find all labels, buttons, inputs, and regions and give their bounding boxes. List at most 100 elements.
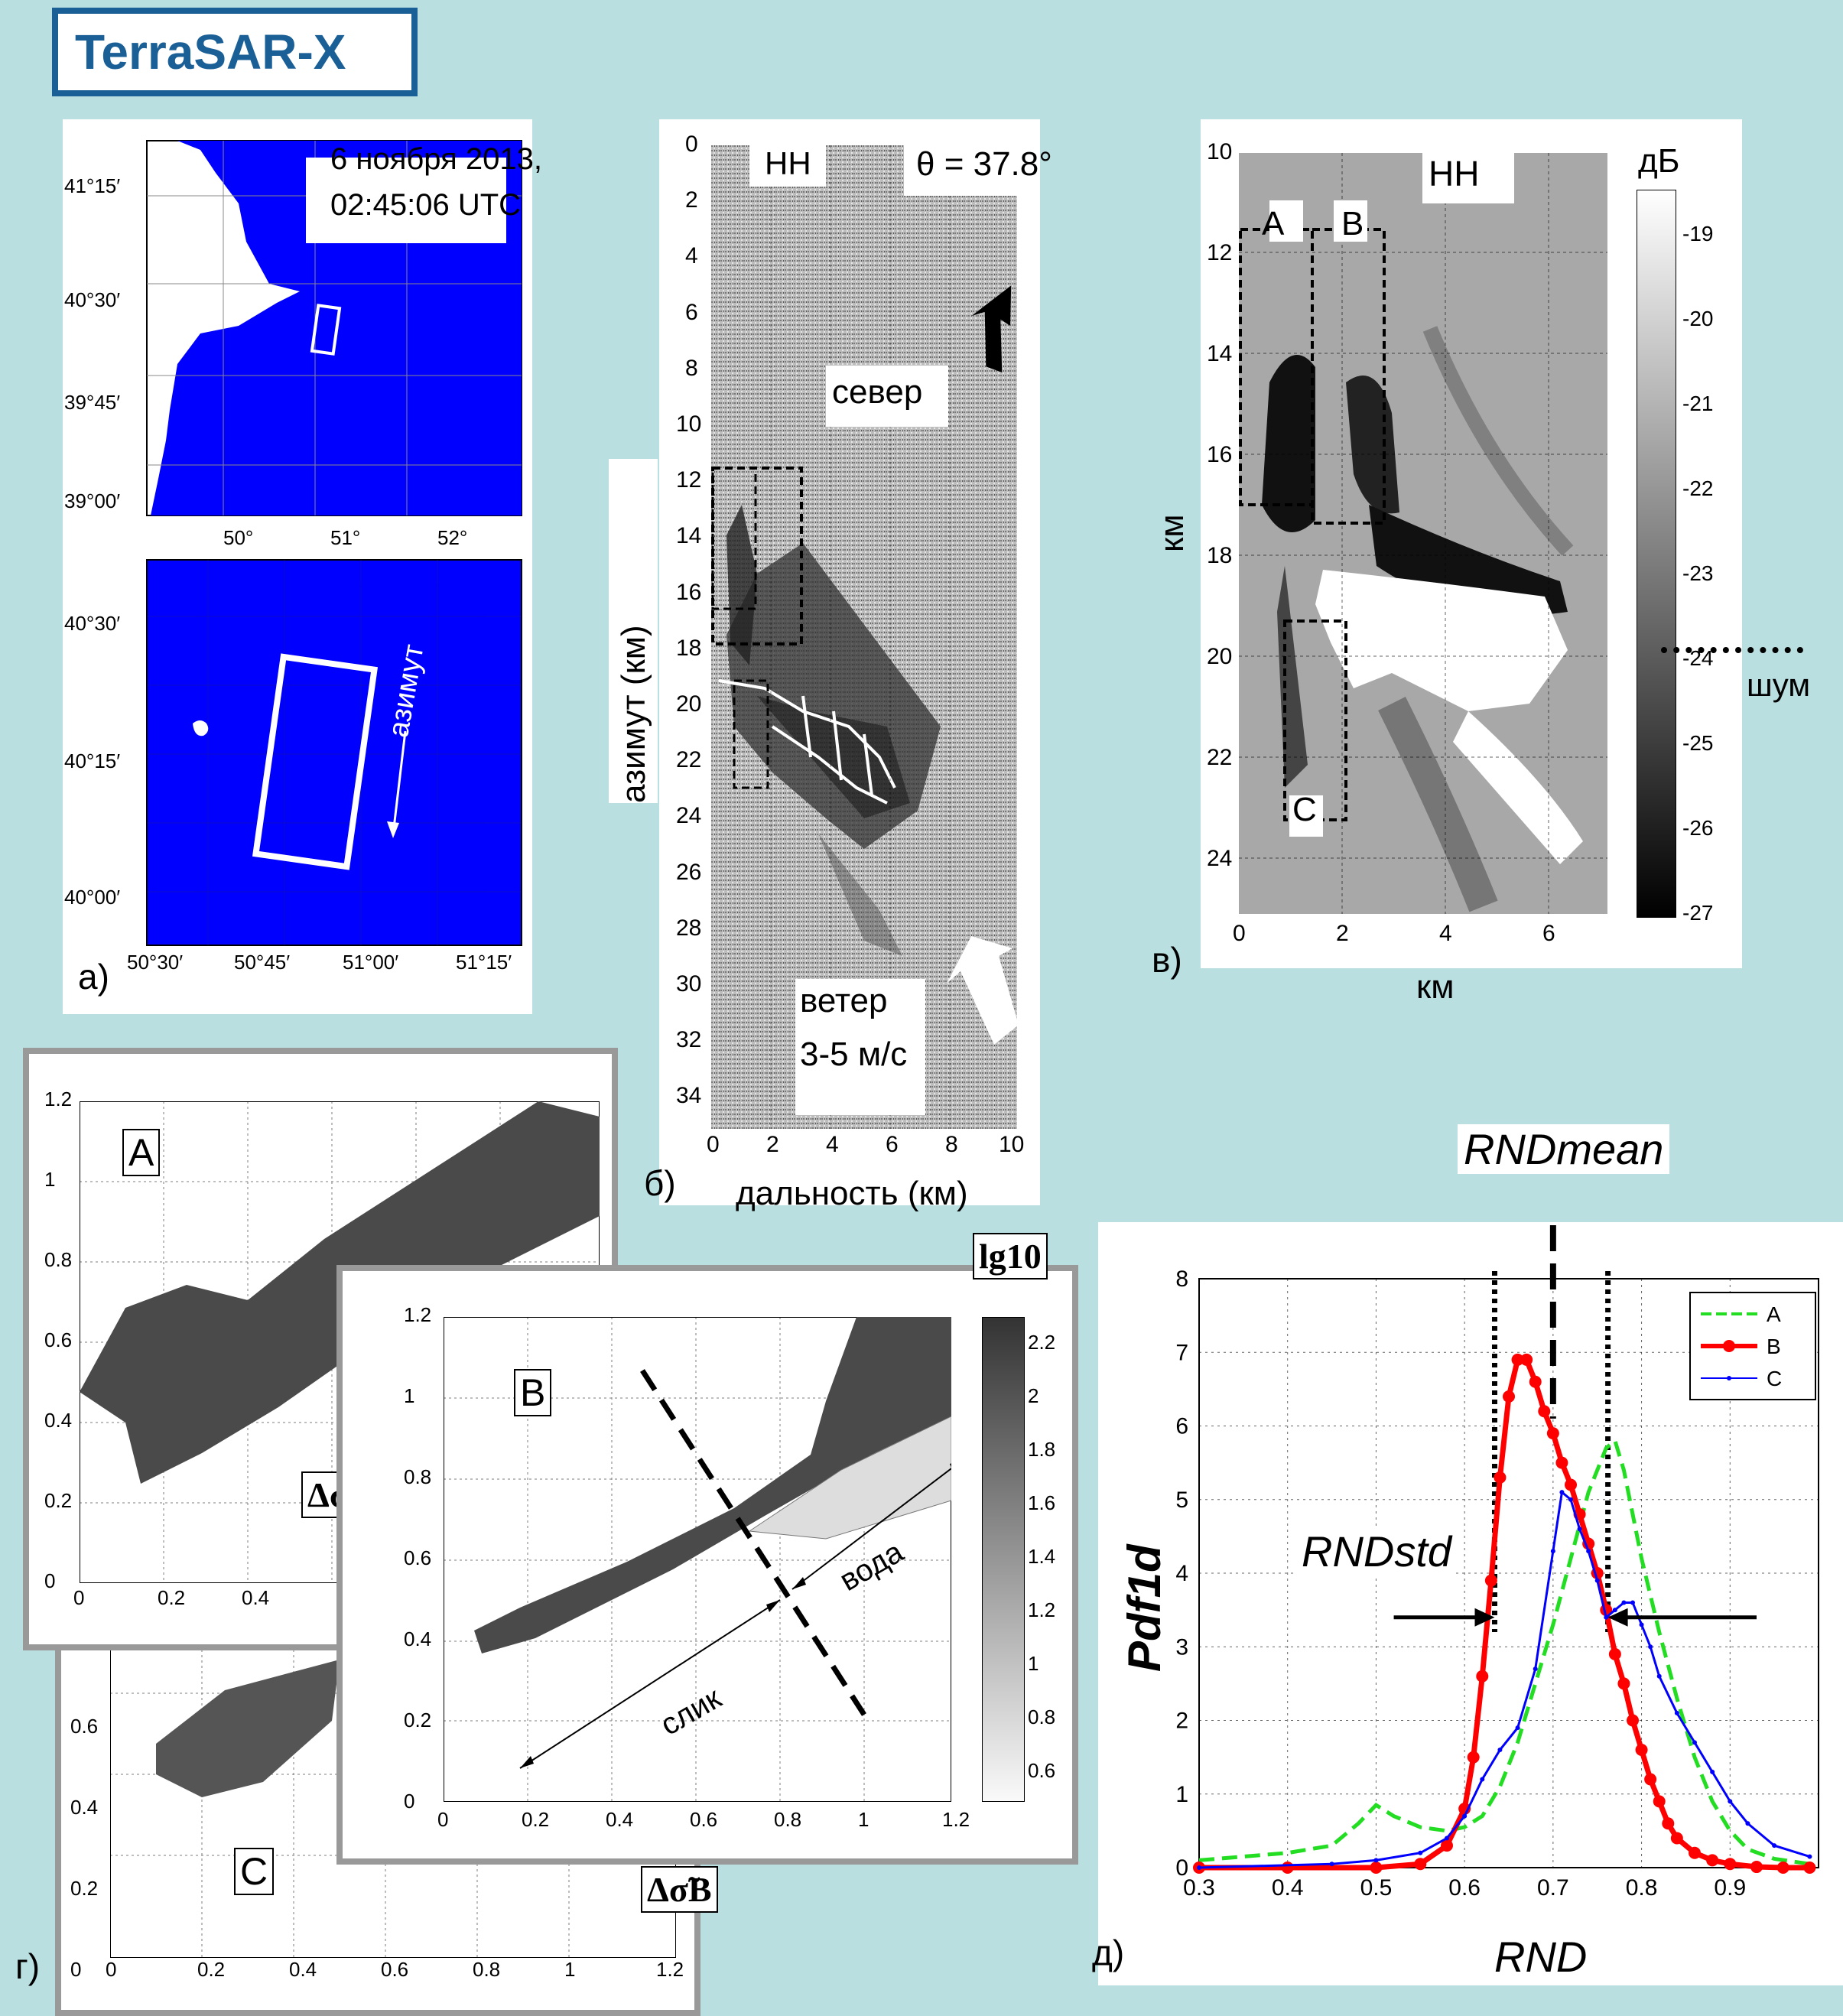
lat-tick-top-2: 39°45′: [64, 391, 121, 414]
point-B: [1555, 1456, 1568, 1469]
panel-g-label: г): [15, 1946, 41, 1986]
pdf-ylabel: Pdf1d: [1119, 1544, 1170, 1672]
tick-label: 0.2: [197, 1958, 226, 1981]
point-C: [1533, 1666, 1538, 1672]
point-B: [1750, 1861, 1763, 1874]
point-B: [1706, 1854, 1719, 1867]
y-tick-label: 6: [1175, 1414, 1188, 1439]
pdf-chart: 0.3 0.4 0.5 0.6 0.7 0.8 0.9 0 1 2 3 4 5 6 7 8 ABC: [1175, 1225, 1819, 1901]
panel-b-ylabel: азимут (км): [615, 625, 652, 803]
tick-label: 0.4: [289, 1958, 317, 1981]
y-tick-label: 1: [1175, 1782, 1188, 1807]
tick-label: 1.2: [404, 1303, 432, 1326]
tick-label: 0.4: [242, 1586, 270, 1609]
tick-label: 18: [676, 635, 702, 661]
rnd-std-label: RNDstd: [1297, 1527, 1457, 1576]
point-C: [1710, 1769, 1715, 1774]
point-B: [1441, 1839, 1453, 1852]
panel-b-north: север: [832, 373, 923, 411]
tick-label: 8: [685, 355, 698, 381]
map-bottom-sea: [146, 559, 522, 946]
tick-label: 0.6: [44, 1328, 73, 1351]
tick-label: 0.8: [404, 1465, 432, 1488]
tick-label: 4: [1439, 921, 1452, 946]
y-tick-label: 4: [1175, 1561, 1188, 1586]
tick-label: 1: [1028, 1652, 1039, 1675]
point-B: [1281, 1862, 1294, 1874]
tick-label: 1.2: [1028, 1598, 1056, 1621]
panel-a-label: а): [78, 957, 109, 997]
y-tick-label: 7: [1175, 1340, 1188, 1365]
tick-label: 34: [676, 1083, 702, 1109]
tick-label: 32: [676, 1027, 702, 1053]
point-C: [1462, 1813, 1468, 1819]
point-C: [1639, 1622, 1644, 1627]
plot-b-colorbar: [982, 1317, 1025, 1802]
point-C: [1445, 1836, 1449, 1841]
tick-label: 10: [676, 411, 702, 437]
tick-label: 0.4: [404, 1627, 432, 1650]
tick-label: 0.8: [44, 1248, 73, 1271]
lat-tick-bot-2: 40°00′: [64, 886, 121, 909]
tick-label: 0: [106, 1958, 117, 1981]
area-box-small: [310, 304, 342, 356]
lat-tick-bot-0: 40°30′: [64, 612, 121, 635]
tick-label: -19: [1682, 222, 1714, 245]
y-tick-label: 3: [1175, 1634, 1188, 1660]
tick-label: 24: [676, 803, 702, 829]
tick-label: 0.6: [404, 1546, 432, 1569]
tick-label: 20: [1207, 644, 1233, 669]
lon-tick-bot-3: 51°15′: [456, 951, 512, 974]
tick-label: 0.2: [158, 1586, 186, 1609]
legend-label-B: B: [1767, 1335, 1781, 1358]
plot-c-label: C: [234, 1848, 275, 1895]
panel-v-image: [1239, 153, 1607, 914]
plot-b-colorbar-title: lg10: [973, 1233, 1048, 1280]
point-C: [1550, 1549, 1555, 1554]
tick-label: 4: [826, 1132, 839, 1157]
tick-label: 0.4: [70, 1796, 99, 1819]
x-tick-label: 0.8: [1626, 1875, 1658, 1901]
tick-label: 1: [858, 1808, 869, 1831]
point-B: [1670, 1832, 1683, 1845]
tick-label: 0.8: [473, 1958, 501, 1981]
legend-marker-C: [1727, 1376, 1731, 1380]
point-B: [1635, 1744, 1648, 1756]
tick-label: 12: [676, 467, 702, 493]
point-C: [1604, 1614, 1609, 1620]
point-C: [1480, 1777, 1485, 1782]
tick-label: 2: [1028, 1384, 1039, 1407]
colorbar-unit: дБ: [1638, 142, 1680, 180]
tick-label: 20: [676, 691, 702, 717]
tick-label: 0: [70, 1958, 82, 1981]
point-B: [1467, 1751, 1480, 1764]
point-B: [1414, 1858, 1427, 1871]
tick-label: 0: [73, 1586, 85, 1609]
tick-label: 0.4: [606, 1808, 634, 1831]
rnd-mean-label: RNDmean: [1458, 1124, 1670, 1174]
tick-label: 0.2: [404, 1709, 432, 1731]
x-tick-label: 0.3: [1183, 1875, 1215, 1901]
plot-b-xlabel: Δσ̃B: [641, 1866, 718, 1913]
point-C: [1197, 1865, 1201, 1870]
panel-a-maps: [146, 140, 522, 946]
tick-label: 4: [685, 243, 698, 269]
tick-label: 6: [685, 299, 698, 325]
y-tick-label: 0: [1175, 1855, 1188, 1881]
point-C: [1772, 1843, 1777, 1849]
lon-tick-bot-1: 50°45′: [234, 951, 291, 974]
tick-label: 1.8: [1028, 1438, 1056, 1461]
tick-label: 22: [676, 747, 702, 773]
point-C: [1745, 1821, 1750, 1826]
tick-label: 0.6: [70, 1715, 99, 1738]
tick-label: 30: [676, 971, 702, 997]
point-B: [1484, 1574, 1497, 1587]
lon-tick-top-2: 52°: [437, 526, 468, 549]
island: [193, 720, 209, 736]
tick-label: 2.2: [1028, 1331, 1056, 1354]
point-C: [1577, 1527, 1582, 1532]
tick-label: -20: [1682, 307, 1714, 330]
tick-label: 0.6: [1028, 1759, 1056, 1782]
tick-label: 14: [1207, 341, 1233, 366]
panel-b-pol: HH: [765, 145, 811, 181]
